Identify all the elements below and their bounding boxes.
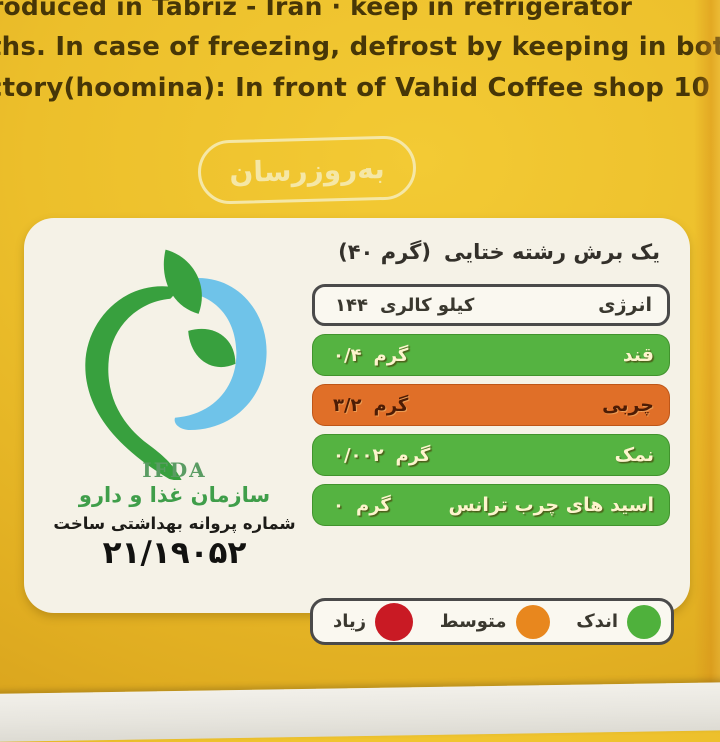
brand-logo: به‌روزرسان xyxy=(197,135,417,205)
nutrient-value: ۰/۴ گرم xyxy=(333,345,408,366)
serving-amount: (۴۰ گرم) xyxy=(338,240,431,264)
value-unit: گرم xyxy=(373,344,409,366)
legend-item-low: اندک xyxy=(576,604,661,639)
nutrient-name: چربی xyxy=(602,394,654,416)
legend-label: زیاد xyxy=(333,611,367,632)
nutrition-row-salt: نمک ۰/۰۰۲ گرم xyxy=(312,434,670,476)
serving-title-text: یک برش رشته ختایی xyxy=(443,240,660,264)
nutrient-name: نمک xyxy=(614,444,654,466)
value-number: ۱۴۴ xyxy=(335,294,368,316)
package-text-line-2: ths. In case of freezing, defrost by kee… xyxy=(0,32,720,62)
nutrient-name: قند xyxy=(622,344,654,366)
nutrient-name: انرژی xyxy=(598,294,652,316)
value-number: ۰/۴ xyxy=(333,344,362,366)
legend-item-medium: متوسط xyxy=(439,604,550,639)
value-number: ۰/۰۰۲ xyxy=(333,444,384,466)
green-circle-icon xyxy=(627,604,661,639)
license-number: ۲۱/۱۹۰۵۲ xyxy=(102,535,247,571)
value-number: ۳/۲ xyxy=(333,394,362,416)
package-text-line-3: ctory(hoomina): In front of Vahid Coffee… xyxy=(0,73,710,103)
ifda-acronym: IFDA xyxy=(142,458,207,482)
value-number: ۰ xyxy=(333,494,344,516)
nutrient-value: ۰/۰۰۲ گرم xyxy=(333,445,430,466)
nutrient-value: ۰ گرم xyxy=(333,495,391,516)
red-circle-icon xyxy=(375,602,414,641)
nutrition-row-energy: انرژی ۱۴۴ کیلو کالری xyxy=(312,284,670,326)
nutrition-row-sugar: قند ۰/۴ گرم xyxy=(312,334,670,376)
traffic-light-legend: اندک متوسط زیاد xyxy=(310,598,674,645)
value-unit: گرم xyxy=(356,494,391,516)
organization-name: سازمان غذا و دارو xyxy=(78,483,271,507)
value-unit: گرم xyxy=(373,394,409,416)
package-text-line-1: roduced in Tabriz - Iran · keep in refri… xyxy=(0,0,633,21)
nutrition-label-card: یک برش رشته ختایی (۴۰ گرم) انرژی ۱۴۴ کیل… xyxy=(24,218,690,645)
ifda-apple-logo-icon xyxy=(84,249,267,480)
nutrient-value: ۳/۲ گرم xyxy=(333,395,408,416)
legend-item-high: زیاد xyxy=(333,602,414,641)
value-unit: گرم xyxy=(395,444,431,466)
package-edge-shading xyxy=(694,0,720,694)
legend-label: متوسط xyxy=(439,611,507,632)
ifda-authority-block: IFDA سازمان غذا و دارو شماره پروانه بهدا… xyxy=(32,244,317,571)
nutrition-row-trans-fat: اسید های چرب ترانس ۰ گرم xyxy=(312,484,670,526)
serving-title: یک برش رشته ختایی (۴۰ گرم) xyxy=(338,240,660,264)
legend-label: اندک xyxy=(576,611,618,632)
nutrient-name: اسید های چرب ترانس xyxy=(448,494,654,516)
license-caption: شماره پروانه بهداشتی ساخت xyxy=(53,514,296,533)
value-unit: کیلو کالری xyxy=(379,294,475,316)
nutrient-value: ۱۴۴ کیلو کالری xyxy=(335,295,474,316)
brand-wordmark: به‌روزرسان xyxy=(228,151,385,189)
orange-circle-icon xyxy=(515,604,550,639)
table-surface xyxy=(0,682,720,742)
nutrition-row-fat: چربی ۳/۲ گرم xyxy=(312,384,670,426)
